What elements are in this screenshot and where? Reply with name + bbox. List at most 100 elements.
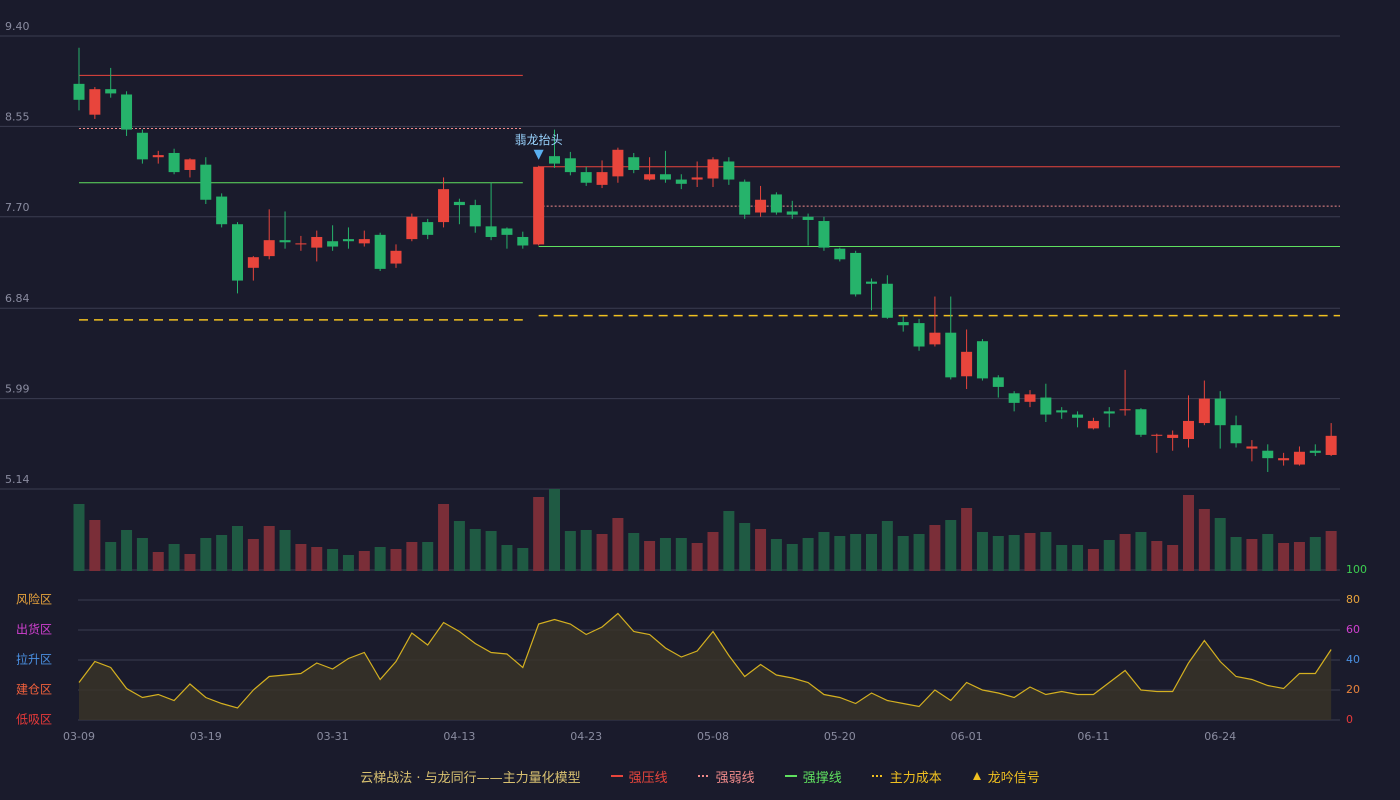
volume-bar [73, 504, 85, 571]
candle-body [247, 257, 259, 268]
y2-tick-label: 40 [1346, 653, 1360, 666]
y-tick-label: 7.70 [5, 201, 30, 214]
volume-bar [770, 539, 782, 571]
candle-body [897, 322, 909, 326]
candle-body [327, 241, 339, 247]
volume-bar [802, 538, 814, 571]
volume-bar [564, 531, 576, 571]
volume-bar [533, 497, 545, 571]
legend-label: 强压线 [628, 770, 668, 786]
volume-bar [786, 544, 798, 571]
volume-bar [1309, 537, 1321, 571]
candle-body [1008, 393, 1020, 403]
x-tick-label: 04-13 [443, 730, 475, 743]
volume-bar [976, 532, 988, 571]
volume-bar [945, 520, 957, 571]
volume-bar [342, 555, 354, 571]
candle-body [533, 166, 545, 245]
volume-bar [216, 535, 228, 571]
zone-label: 风险区 [16, 592, 52, 607]
volume-bar [279, 530, 291, 571]
volume-bar [1008, 535, 1020, 571]
volume-bar [675, 538, 687, 571]
signal-marker [533, 149, 544, 160]
volume-bar [1167, 545, 1179, 571]
candle-body [723, 161, 735, 180]
volume-bar [913, 534, 925, 571]
volume-bar [501, 545, 513, 571]
candle-body [168, 152, 180, 173]
x-tick-label: 06-01 [951, 730, 983, 743]
candle-body [469, 205, 481, 227]
volume-bar [961, 508, 973, 571]
legend-marker [871, 775, 884, 777]
legend-marker [784, 775, 797, 777]
x-tick-label: 04-23 [570, 730, 602, 743]
zone-label: 拉升区 [16, 652, 52, 667]
candle-body [1183, 420, 1194, 440]
candle-body [263, 240, 275, 257]
candle-body [232, 224, 243, 281]
candle-body [1309, 450, 1321, 453]
volume-bar [184, 554, 196, 571]
volume-bar [596, 534, 608, 571]
legend-marker [972, 772, 981, 780]
legend-label: 龙吟信号 [987, 770, 1040, 786]
volume-bar [1293, 542, 1305, 571]
candle-body [691, 177, 703, 180]
y2-tick-label: 100 [1346, 563, 1367, 576]
y2-tick-label: 80 [1346, 593, 1360, 606]
x-tick-label: 06-24 [1204, 730, 1236, 743]
volume-bar [1087, 549, 1099, 571]
volume-bar [1040, 532, 1052, 571]
legend-label: 主力成本 [889, 770, 942, 786]
candle-body [945, 332, 957, 378]
candle-body [707, 159, 719, 179]
candle-body [358, 239, 370, 244]
candle-body [200, 164, 212, 200]
candle-body [1135, 409, 1147, 435]
candle-body [802, 216, 814, 220]
volume-bar [1183, 495, 1194, 571]
candle-body [612, 149, 624, 177]
legend-item: 主力成本 [871, 767, 942, 786]
legend-item: 强压线 [610, 767, 668, 786]
candle-body [961, 351, 973, 377]
candle-body [390, 250, 402, 264]
volume-bar [121, 530, 133, 571]
y2-tick-label: 0 [1346, 713, 1353, 726]
volume-bar [469, 529, 481, 571]
candle-body [1230, 425, 1242, 444]
volume-bar [89, 520, 101, 571]
volume-bar [850, 534, 862, 571]
legend-label: 强弱线 [715, 770, 755, 786]
volume-bar [1103, 540, 1115, 571]
indicator-line [78, 612, 1332, 709]
legend-title: 云梯战法 · 与龙同行——主力量化模型 [360, 770, 581, 786]
y-tick-label: 6.84 [5, 292, 30, 305]
volume-bar [755, 529, 767, 571]
candle-body [501, 228, 513, 235]
volume-bar [136, 538, 148, 571]
legend: 云梯战法 · 与龙同行——主力量化模型 强压线 强弱线 强撑线 主力成本 龙吟信号 [0, 764, 1400, 788]
candle-body [517, 236, 529, 246]
volume-bar [295, 544, 307, 571]
volume-bar [1246, 539, 1258, 571]
candle-body [755, 199, 767, 213]
volume-bar [453, 521, 465, 571]
volume-bar [659, 538, 671, 571]
candle-body [1040, 397, 1052, 415]
volume-bar [168, 544, 180, 571]
candle-body [1293, 451, 1305, 465]
volume-bar [644, 541, 656, 571]
y-tick-label: 5.99 [5, 383, 30, 396]
candle-body [739, 181, 751, 215]
candle-body [279, 240, 291, 243]
volume-bar [580, 530, 592, 571]
candle-body [866, 281, 877, 284]
candle-body [1262, 450, 1274, 459]
zone-label: 建仓区 [16, 683, 52, 697]
zone-label: 出货区 [16, 622, 52, 637]
chart: 5.14 5.99 6.84 7.70 8.55 9.40 0 20 40 60 80 100 风险区出… [0, 20, 1367, 743]
volume-bar [1056, 545, 1068, 571]
